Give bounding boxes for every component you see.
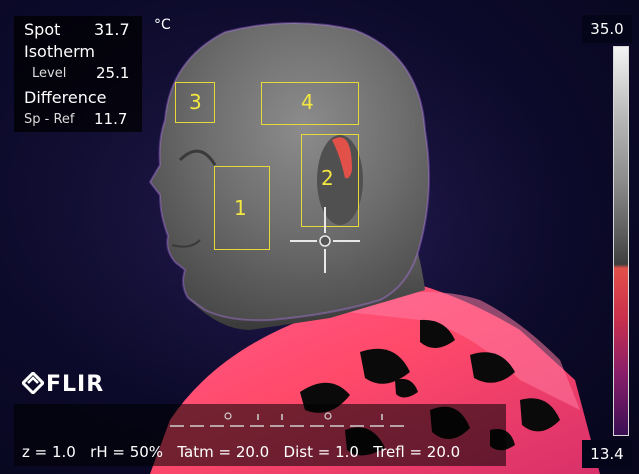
param-trefl: Trefl = 20.0 xyxy=(373,443,461,461)
flir-logo-text: FLIR xyxy=(46,372,105,397)
flir-logo: FLIR xyxy=(20,370,105,397)
measurement-box-1[interactable] xyxy=(214,166,270,250)
level-value: 25.1 xyxy=(96,64,130,82)
measurement-box-4[interactable] xyxy=(261,82,359,125)
temperature-scale-bar[interactable] xyxy=(613,46,629,436)
param-humidity: rH = 50% xyxy=(90,443,164,461)
parameter-readout: z = 1.0 rH = 50% Tatm = 20.0 Dist = 1.0 … xyxy=(22,443,460,461)
scale-min-value: 13.4 xyxy=(582,440,632,468)
scale-max-value: 35.0 xyxy=(582,15,632,43)
crosshair-icon[interactable] xyxy=(290,207,360,277)
focus-indicator xyxy=(170,412,404,427)
box-2-label: 2 xyxy=(321,166,334,190)
sp-ref-value: 11.7 xyxy=(94,110,128,128)
sp-ref-label: Sp - Ref xyxy=(24,112,75,127)
flir-logo-icon xyxy=(20,370,46,396)
difference-label: Difference xyxy=(24,88,107,107)
spot-value: 31.7 xyxy=(94,20,130,39)
temperature-unit: °C xyxy=(154,17,171,33)
box-1-label: 1 xyxy=(234,196,247,220)
box-3-label: 3 xyxy=(189,90,202,114)
isotherm-label: Isotherm xyxy=(24,42,95,61)
parameter-bar xyxy=(14,404,506,466)
level-label: Level xyxy=(32,66,67,81)
measurement-box-2[interactable] xyxy=(301,134,359,227)
param-zoom: z = 1.0 xyxy=(22,443,76,461)
head-shape xyxy=(148,22,430,322)
spot-label: Spot xyxy=(24,20,61,39)
measurement-box-3[interactable] xyxy=(175,82,215,123)
param-distance: Dist = 1.0 xyxy=(283,443,359,461)
measurement-panel xyxy=(14,16,142,132)
box-4-label: 4 xyxy=(301,90,314,114)
param-tatm: Tatm = 20.0 xyxy=(177,443,270,461)
